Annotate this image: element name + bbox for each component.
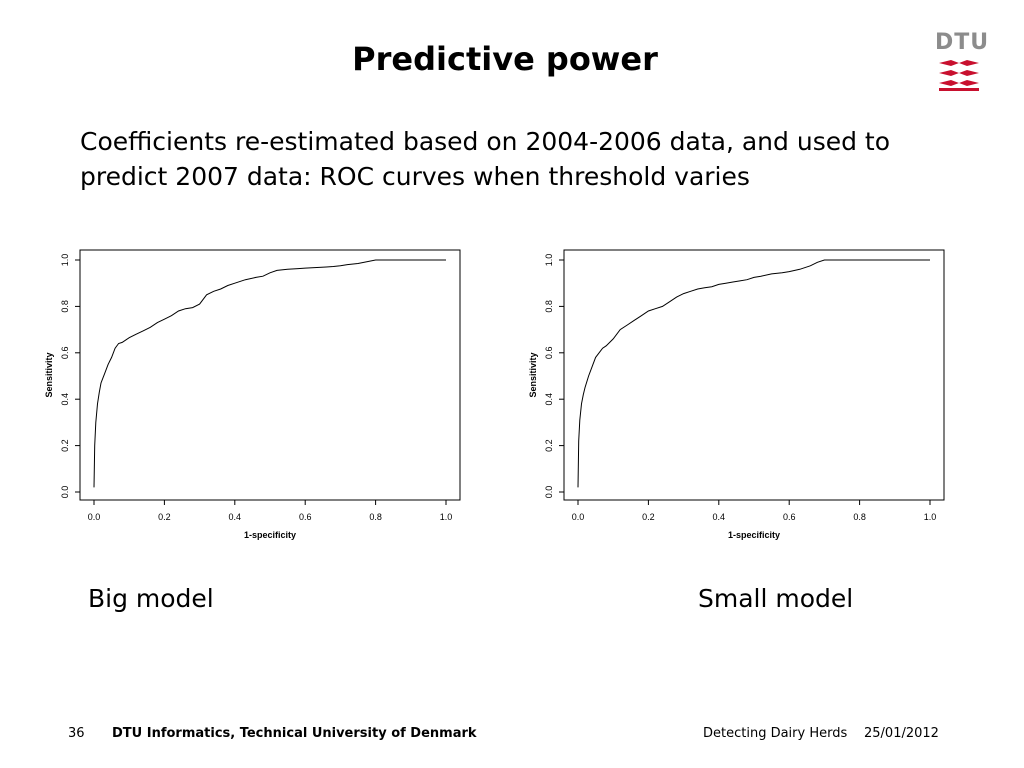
- footer-date: 25/01/2012: [864, 726, 939, 741]
- x-axis-label: 1-specificity: [728, 530, 780, 540]
- dtu-logo-mark: [939, 60, 979, 91]
- x-tick-label: 0.8: [853, 512, 866, 522]
- dtu-logo-text: DTU: [935, 30, 990, 55]
- x-tick-label: 0.6: [299, 512, 312, 522]
- x-tick-label: 0.4: [229, 512, 242, 522]
- caption-small-model: Small model: [698, 584, 854, 613]
- y-axis-label: Sensitivity: [528, 352, 538, 397]
- y-tick-label: 0.6: [544, 347, 554, 360]
- roc-chart-big-model-svg: 0.0 0.2 0.4 0.6 0.8 1.0 0.0 0.2 0.4 0.6 0.8 1.0 1-sp…: [44, 249, 461, 540]
- roc-curve-series: [577, 259, 930, 488]
- x-tick-label: 0.4: [713, 512, 726, 522]
- x-tick-label: 1.0: [440, 512, 453, 522]
- y-tick-label: 0.8: [60, 300, 70, 313]
- y-tick-label: 0.8: [544, 300, 554, 313]
- y-tick-label: 0.6: [60, 347, 70, 360]
- y-tick-label: 0.4: [544, 393, 554, 406]
- slide-title: Predictive power: [352, 40, 658, 78]
- x-tick-label: 0.0: [88, 512, 101, 522]
- footer-organization: DTU Informatics, Technical University of…: [112, 726, 477, 741]
- x-tick-label: 1.0: [924, 512, 937, 522]
- roc-chart-small-model: 0.0 0.2 0.4 0.6 0.8 1.0 0.0 0.2 0.4 0.6 0.8 1.0 1-sp…: [524, 240, 954, 554]
- caption-big-model: Big model: [88, 584, 214, 613]
- dtu-logo: DTU: [935, 30, 990, 94]
- x-tick-label: 0.2: [158, 512, 171, 522]
- page-number: 36: [68, 726, 85, 741]
- x-tick-label: 0.2: [642, 512, 655, 522]
- roc-chart-small-model-svg: 0.0 0.2 0.4 0.6 0.8 1.0 0.0 0.2 0.4 0.6 0.8 1.0 1-sp…: [528, 249, 945, 540]
- y-tick-label: 1.0: [544, 254, 554, 267]
- y-tick-label: 0.0: [60, 486, 70, 499]
- y-tick-label: 1.0: [60, 254, 70, 267]
- footer-presentation: Detecting Dairy Herds: [703, 726, 848, 741]
- x-tick-label: 0.8: [369, 512, 382, 522]
- roc-chart-big-model: 0.0 0.2 0.4 0.6 0.8 1.0 0.0 0.2 0.4 0.6 0.8 1.0 1-sp…: [40, 240, 470, 554]
- y-axis-label: Sensitivity: [44, 352, 54, 397]
- intro-text: Coefficients re-estimated based on 2004-…: [80, 127, 891, 191]
- x-axis-label: 1-specificity: [244, 530, 296, 540]
- plot-frame: [563, 249, 945, 501]
- y-tick-label: 0.2: [544, 439, 554, 452]
- x-tick-label: 0.0: [572, 512, 585, 522]
- y-tick-label: 0.4: [60, 393, 70, 406]
- y-tick-label: 0.0: [544, 486, 554, 499]
- y-tick-label: 0.2: [60, 439, 70, 452]
- x-tick-label: 0.6: [783, 512, 796, 522]
- plot-frame: [79, 249, 461, 501]
- roc-curve-series: [93, 259, 446, 488]
